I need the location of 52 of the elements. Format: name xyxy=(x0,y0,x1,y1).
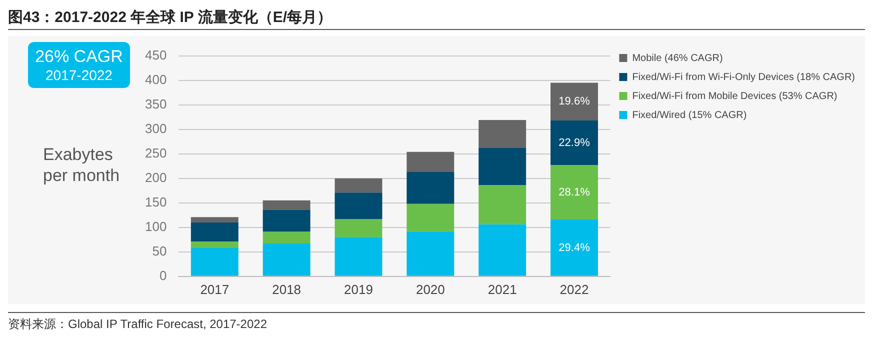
bar xyxy=(334,237,382,276)
chart-title: 图43：2017-2022 年全球 IP 流量变化（E/每月） xyxy=(8,8,865,30)
x-tick-label: 2019 xyxy=(344,282,373,297)
y-tick-label: 300 xyxy=(144,120,167,136)
bar xyxy=(406,152,454,172)
x-tick-label: 2022 xyxy=(560,282,589,297)
bar xyxy=(478,224,526,276)
y-tick-label: 50 xyxy=(152,243,167,258)
bar xyxy=(190,248,238,276)
x-tick-label: 2021 xyxy=(488,282,517,297)
y-tick-label: 150 xyxy=(144,194,167,210)
bar xyxy=(406,204,454,232)
bar xyxy=(262,232,310,244)
bar xyxy=(478,148,526,186)
bar xyxy=(550,165,598,220)
y-tick-label: 0 xyxy=(159,268,167,283)
y-tick-label: 250 xyxy=(144,145,167,160)
bar xyxy=(406,231,454,276)
y-tick-label: 400 xyxy=(144,72,167,87)
bar xyxy=(406,172,454,204)
y-axis-title: Exabytes per month xyxy=(43,144,121,186)
bar xyxy=(550,82,598,121)
bar xyxy=(190,217,238,222)
x-tick-label: 2017 xyxy=(200,282,230,297)
bar xyxy=(262,244,310,276)
legend-label: Fixed/Wired (15% CAGR) xyxy=(632,110,747,121)
bar xyxy=(550,120,598,166)
bar xyxy=(334,219,382,238)
bar xyxy=(190,242,238,248)
y-tick-label: 100 xyxy=(144,218,167,234)
y-tick-label: 200 xyxy=(144,170,167,185)
text: 资料来源：Global IP Traffic Forecast, 2017-2022 xyxy=(8,312,865,333)
bar xyxy=(334,178,382,193)
bar xyxy=(550,220,598,276)
legend-label: Fixed/Wi-Fi from Mobile Devices (53% CAGR) xyxy=(632,90,838,102)
bar xyxy=(262,200,310,210)
annotation: 22.9% xyxy=(558,136,590,149)
bar xyxy=(478,185,526,224)
x-tick-label: 2018 xyxy=(272,282,302,297)
bar xyxy=(334,192,382,220)
y-tick-label: 350 xyxy=(144,96,167,112)
bar xyxy=(190,222,238,242)
annotation: 28.1% xyxy=(558,186,590,198)
bar xyxy=(262,210,310,232)
legend-label: Mobile (46% CAGR) xyxy=(632,52,723,64)
y-tick-label: 450 xyxy=(144,47,167,62)
text: 26% CAGR 2017-2022 xyxy=(34,47,124,83)
annotation: 19.6% xyxy=(558,96,590,108)
x-tick-label: 2020 xyxy=(416,282,445,297)
bar xyxy=(478,120,526,148)
legend-label: Fixed/Wi-Fi from Wi-Fi-Only Devices (18% CAGR) xyxy=(632,72,856,83)
annotation: 29.4% xyxy=(558,242,590,254)
